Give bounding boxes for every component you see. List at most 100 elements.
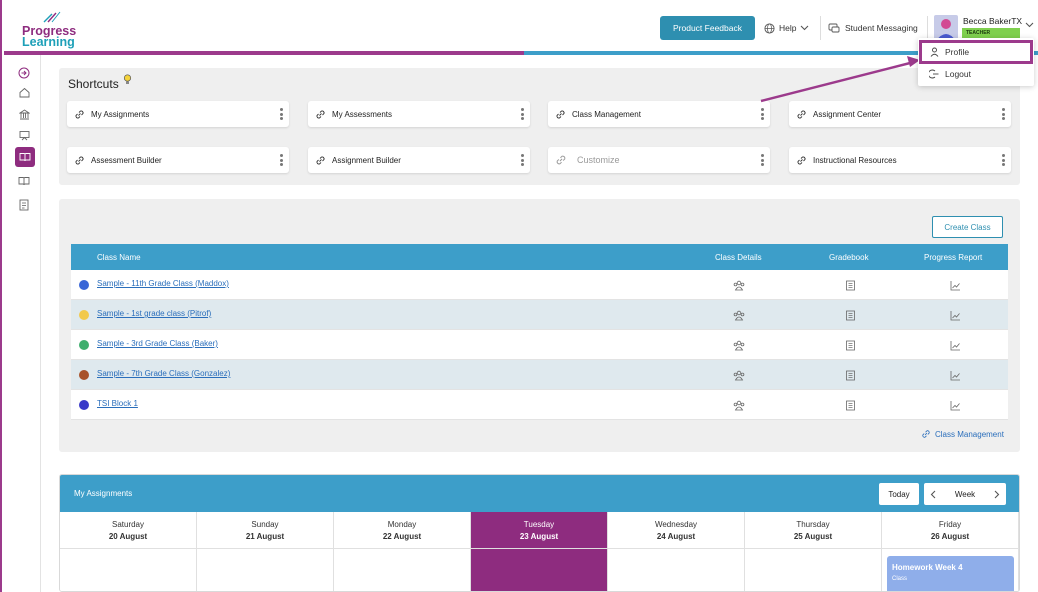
class-name-link[interactable]: Sample - 3rd Grade Class (Baker) [97,339,218,348]
today-button[interactable]: Today [879,483,919,505]
more-options-icon[interactable] [280,154,283,166]
user-name[interactable]: Becca BakerTX [963,16,1023,26]
chevron-right-icon[interactable] [994,490,1000,499]
calendar-day-monday[interactable]: Monday 22 August [334,512,471,591]
gradebook-button[interactable] [843,398,857,412]
calendar-day-sunday[interactable]: Sunday 21 August [197,512,334,591]
calendar-day-thursday[interactable]: Thursday 25 August [745,512,882,591]
side-navigation [4,55,41,592]
gradebook-button[interactable] [843,368,857,382]
school-icon [18,108,30,119]
progress-chart-icon [950,310,960,320]
chevron-left-icon[interactable] [930,490,936,499]
progress-learning-logo[interactable]: Progress Learning [22,10,82,48]
link-icon [922,430,930,438]
class-details-button[interactable] [732,368,746,382]
more-options-icon[interactable] [521,108,524,120]
product-feedback-button[interactable]: Product Feedback [660,16,755,40]
shortcut-assignment-center[interactable]: Assignment Center [789,101,1011,127]
sidebar-item-reading[interactable] [14,172,34,190]
progress-chart-icon [950,340,960,350]
shortcut-label: Assessment Builder [91,155,162,165]
more-options-icon[interactable] [761,154,764,166]
more-options-icon[interactable] [521,154,524,166]
more-options-icon[interactable] [761,108,764,120]
sidebar-expand-button[interactable] [14,64,34,82]
progress-report-button[interactable] [948,308,962,322]
day-date: 26 August [930,532,970,541]
col-gradebook: Gradebook [829,253,869,262]
link-icon [75,110,84,118]
class-name-link[interactable]: Sample - 11th Grade Class (Maddox) [97,279,229,288]
progress-report-button[interactable] [948,338,962,352]
user-dropdown-menu: Profile Logout [918,38,1034,86]
class-details-button[interactable] [732,278,746,292]
shortcut-label: Customize [577,155,620,165]
expand-arrow-icon [18,67,30,79]
more-options-icon[interactable] [280,108,283,120]
shortcut-my-assignments[interactable]: My Assignments [67,101,289,127]
logo-mark-icon [43,11,61,23]
sidebar-item-reports[interactable] [14,196,34,214]
shortcut-assignment-builder[interactable]: Assignment Builder [308,147,530,173]
student-messaging-link[interactable]: Student Messaging [828,18,918,38]
day-divider [745,548,881,549]
gradebook-button[interactable] [843,338,857,352]
day-date: 22 August [382,532,422,541]
class-name-link[interactable]: TSI Block 1 [97,399,138,408]
class-details-button[interactable] [732,308,746,322]
class-details-icon [733,280,745,290]
calendar-day-friday[interactable]: Friday 26 August Homework Week 4 Class [882,512,1019,591]
class-details-button[interactable] [732,338,746,352]
profile-menu-item[interactable]: Profile [919,40,1033,64]
view-label[interactable]: Week [954,489,976,499]
class-management-link[interactable]: Class Management [921,429,1004,439]
progress-report-button[interactable] [948,278,962,292]
day-divider [608,548,744,549]
day-name: Monday [387,520,417,529]
shortcuts-title: Shortcuts [68,77,119,91]
progress-report-button[interactable] [948,368,962,382]
gradebook-button[interactable] [843,278,857,292]
shortcut-my-assessments[interactable]: My Assessments [308,101,530,127]
calendar-day-wednesday[interactable]: Wednesday 24 August [608,512,745,591]
link-icon [316,156,325,164]
help-menu[interactable]: Help [764,18,809,38]
my-assignments-calendar: My Assignments Today Week Saturday 20 Aug… [59,474,1020,592]
class-name-link[interactable]: Sample - 7th Grade Class (Gonzalez) [97,369,231,378]
more-options-icon[interactable] [1002,108,1005,120]
class-name-link[interactable]: Sample - 1st grade class (Pitrof) [97,309,212,318]
class-details-icon [733,370,745,380]
col-progress-report: Progress Report [924,253,983,262]
calendar-day-saturday[interactable]: Saturday 20 August [60,512,197,591]
table-row: Sample - 11th Grade Class (Maddox) [71,270,1008,300]
sidebar-item-home[interactable] [14,83,34,101]
header-accent-bar-purple [4,51,524,55]
shortcut-instructional-resources[interactable]: Instructional Resources [789,147,1011,173]
progress-report-button[interactable] [948,398,962,412]
gradebook-button[interactable] [843,308,857,322]
day-date: 21 August [245,532,285,541]
table-row: Sample - 7th Grade Class (Gonzalez) [71,360,1008,390]
header-divider [927,16,928,40]
calendar-day-tuesday[interactable]: Tuesday 23 August [471,512,608,591]
gradebook-icon [845,370,855,380]
sidebar-item-presentation[interactable] [14,126,34,144]
shortcut-assessment-builder[interactable]: Assessment Builder [67,147,289,173]
assignment-event[interactable]: Homework Week 4 Class [887,556,1014,591]
shortcut-class-management[interactable]: Class Management [548,101,770,127]
gradebook-icon [845,340,855,350]
more-options-icon[interactable] [1002,154,1005,166]
create-class-button[interactable]: Create Class [932,216,1003,238]
user-menu-chevron-icon[interactable] [1025,22,1034,28]
sidebar-item-school[interactable] [14,105,34,123]
class-details-button[interactable] [732,398,746,412]
link-icon [556,110,565,118]
sidebar-item-library[interactable] [15,147,35,167]
class-details-icon [733,400,745,410]
class-color-dot [79,280,89,290]
logout-menu-item[interactable]: Logout [918,63,1034,85]
link-icon [797,156,806,164]
shortcut-customize[interactable]: Customize [548,147,770,173]
